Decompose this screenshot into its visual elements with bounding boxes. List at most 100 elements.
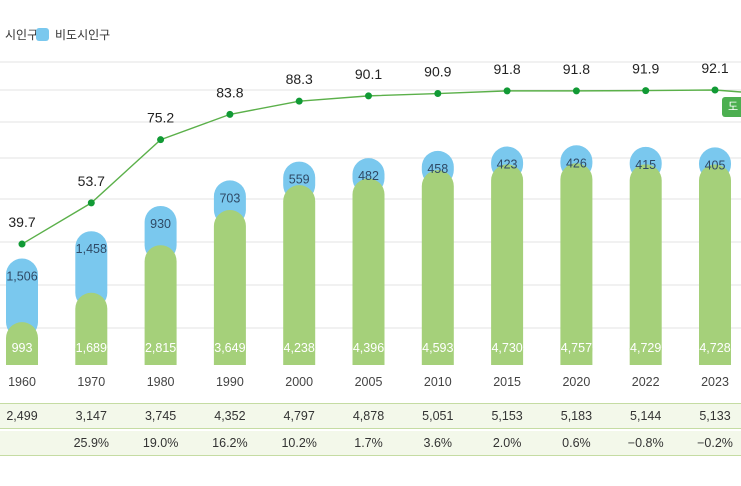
category-label-1970: 1970 [77,375,105,389]
label-urban-2010: 4,593 [422,341,453,355]
urbanization-value-2005: 90.1 [355,66,382,82]
urbanization-value-1970: 53.7 [78,173,105,189]
label-rural-2010: 458 [427,162,448,176]
urbanization-point-1970 [87,199,95,207]
category-label-2000: 2000 [285,375,313,389]
total-population-cell: 3,147 [75,409,107,423]
urbanization-point-2023 [711,86,719,94]
bar-urban-base-1980 [144,348,177,365]
label-urban-2023: 4,728 [699,341,730,355]
growth-rate-cell: 2.0% [492,436,522,450]
category-label-2005: 2005 [355,375,383,389]
label-rural-2015: 423 [497,158,518,172]
label-urban-2015: 4,730 [491,341,522,355]
total-population-cell: 5,051 [422,409,454,423]
category-label-2010: 2010 [424,375,452,389]
bar-urban-base-2020 [560,348,593,365]
bar-urban-1990 [213,210,246,365]
category-label-2015: 2015 [493,375,521,389]
urbanization-value-1980: 75.2 [147,110,174,126]
label-rural-2005: 482 [358,169,379,183]
bar-urban-base-2022 [629,348,662,365]
label-rural-2000: 559 [289,173,310,187]
bar-urban-base-2023 [699,348,731,365]
legend-rural-label: 비도시인구 [55,28,111,42]
urbanization-value-2010: 90.9 [424,64,451,80]
growth-rate-cell: 25.9% [73,436,110,450]
total-population-cell: 5,183 [560,409,593,423]
category-label-2022: 2022 [632,375,660,389]
bar-urban-base-2000 [283,348,316,365]
urbanization-point-1960 [18,240,26,248]
bar-urban-1980 [144,245,177,365]
total-population-cell: 5,133 [699,409,731,423]
growth-rate-row: 25.9% 19.0% 16.2% 10.2% 1.7% 3.6% 2.0% 0.6% −0.8… [0,431,741,456]
growth-rate-cell: −0.2% [697,436,733,450]
label-rural-2020: 426 [566,156,587,170]
bar-urban-base-2015 [491,348,524,365]
label-urban-2022: 4,729 [630,341,661,355]
urbanization-value-2022: 91.9 [632,61,659,77]
label-rural-1970: 1,458 [76,242,107,256]
growth-rate-cell: 3.6% [423,436,453,450]
bar-urban-2022 [629,164,662,365]
urbanization-point-2005 [365,92,372,100]
legend-rural: 비도시인구 [36,26,110,43]
bar-urban-base-1960 [6,348,38,365]
label-rural-1990: 703 [219,191,240,205]
category-label-1980: 1980 [147,375,175,389]
bar-urban-base-1990 [213,348,246,365]
urbanization-point-2020 [572,87,580,95]
label-rural-2023: 405 [705,158,726,172]
urbanization-value-1960: 39.7 [8,214,35,230]
label-urban-2005: 4,396 [353,341,384,355]
urbanization-value-2000: 88.3 [286,71,313,87]
urbanization-value-2023: 92.1 [701,60,728,76]
bar-urban-base-1970 [75,348,108,365]
total-population-cell: 4,352 [214,409,246,423]
label-urban-2000: 4,238 [284,341,315,355]
growth-rate-cell: 1.7% [354,436,383,450]
urbanization-point-2010 [434,90,442,98]
bar-rural-1970 [75,231,108,309]
urbanization-value-2020: 91.8 [563,61,590,77]
urbanization-point-2015 [503,87,511,95]
legend-urban: 시인구 [0,26,38,43]
category-label-1960: 1960 [8,375,36,389]
total-population-cell: 5,144 [630,409,662,423]
population-chart: 1,506 993 1960 1,458 1,689 1970 930 2,815 1980 70… [0,60,741,389]
label-rural-2022: 415 [635,158,656,172]
total-population-cell: 4,797 [283,409,315,423]
bar-rural-1960 [6,258,38,339]
growth-rate-cell: 10.2% [281,436,317,450]
bar-urban-base-2005 [352,348,385,365]
growth-rate-cell: 19.0% [142,436,179,450]
category-label-2023: 2023 [701,375,729,389]
growth-rate-cell: 16.2% [212,436,248,450]
label-urban-1990: 3,649 [214,341,245,355]
total-population-cell: 3,745 [144,409,177,423]
bar-urban-2000 [283,185,316,365]
label-urban-1960: 993 [12,341,33,355]
growth-rate-cell: −0.8% [627,436,664,450]
label-rural-1960: 1,506 [6,270,37,284]
bar-urban-2020 [560,163,593,365]
label-urban-1980: 2,815 [145,341,176,355]
urbanization-badge: 도 [722,97,741,117]
urbanization-value-1990: 83.8 [216,84,243,100]
bar-urban-1970 [75,292,108,365]
label-rural-1980: 930 [150,217,171,231]
legend-rural-swatch [36,28,49,41]
legend-urban-label: 시인구 [5,28,39,42]
urbanization-point-1980 [157,136,165,144]
urbanization-line [21,89,741,245]
total-population-cell: 5,153 [491,409,523,423]
category-label-1990: 1990 [216,375,244,389]
total-population-cell: 4,878 [352,409,385,423]
bar-urban-2010 [421,170,454,365]
urbanization-value-2015: 91.8 [493,61,520,77]
urbanization-point-2022 [642,87,650,95]
bar-urban-2015 [491,164,524,365]
label-urban-2020: 4,757 [561,341,592,355]
category-label-2020: 2020 [562,375,590,389]
